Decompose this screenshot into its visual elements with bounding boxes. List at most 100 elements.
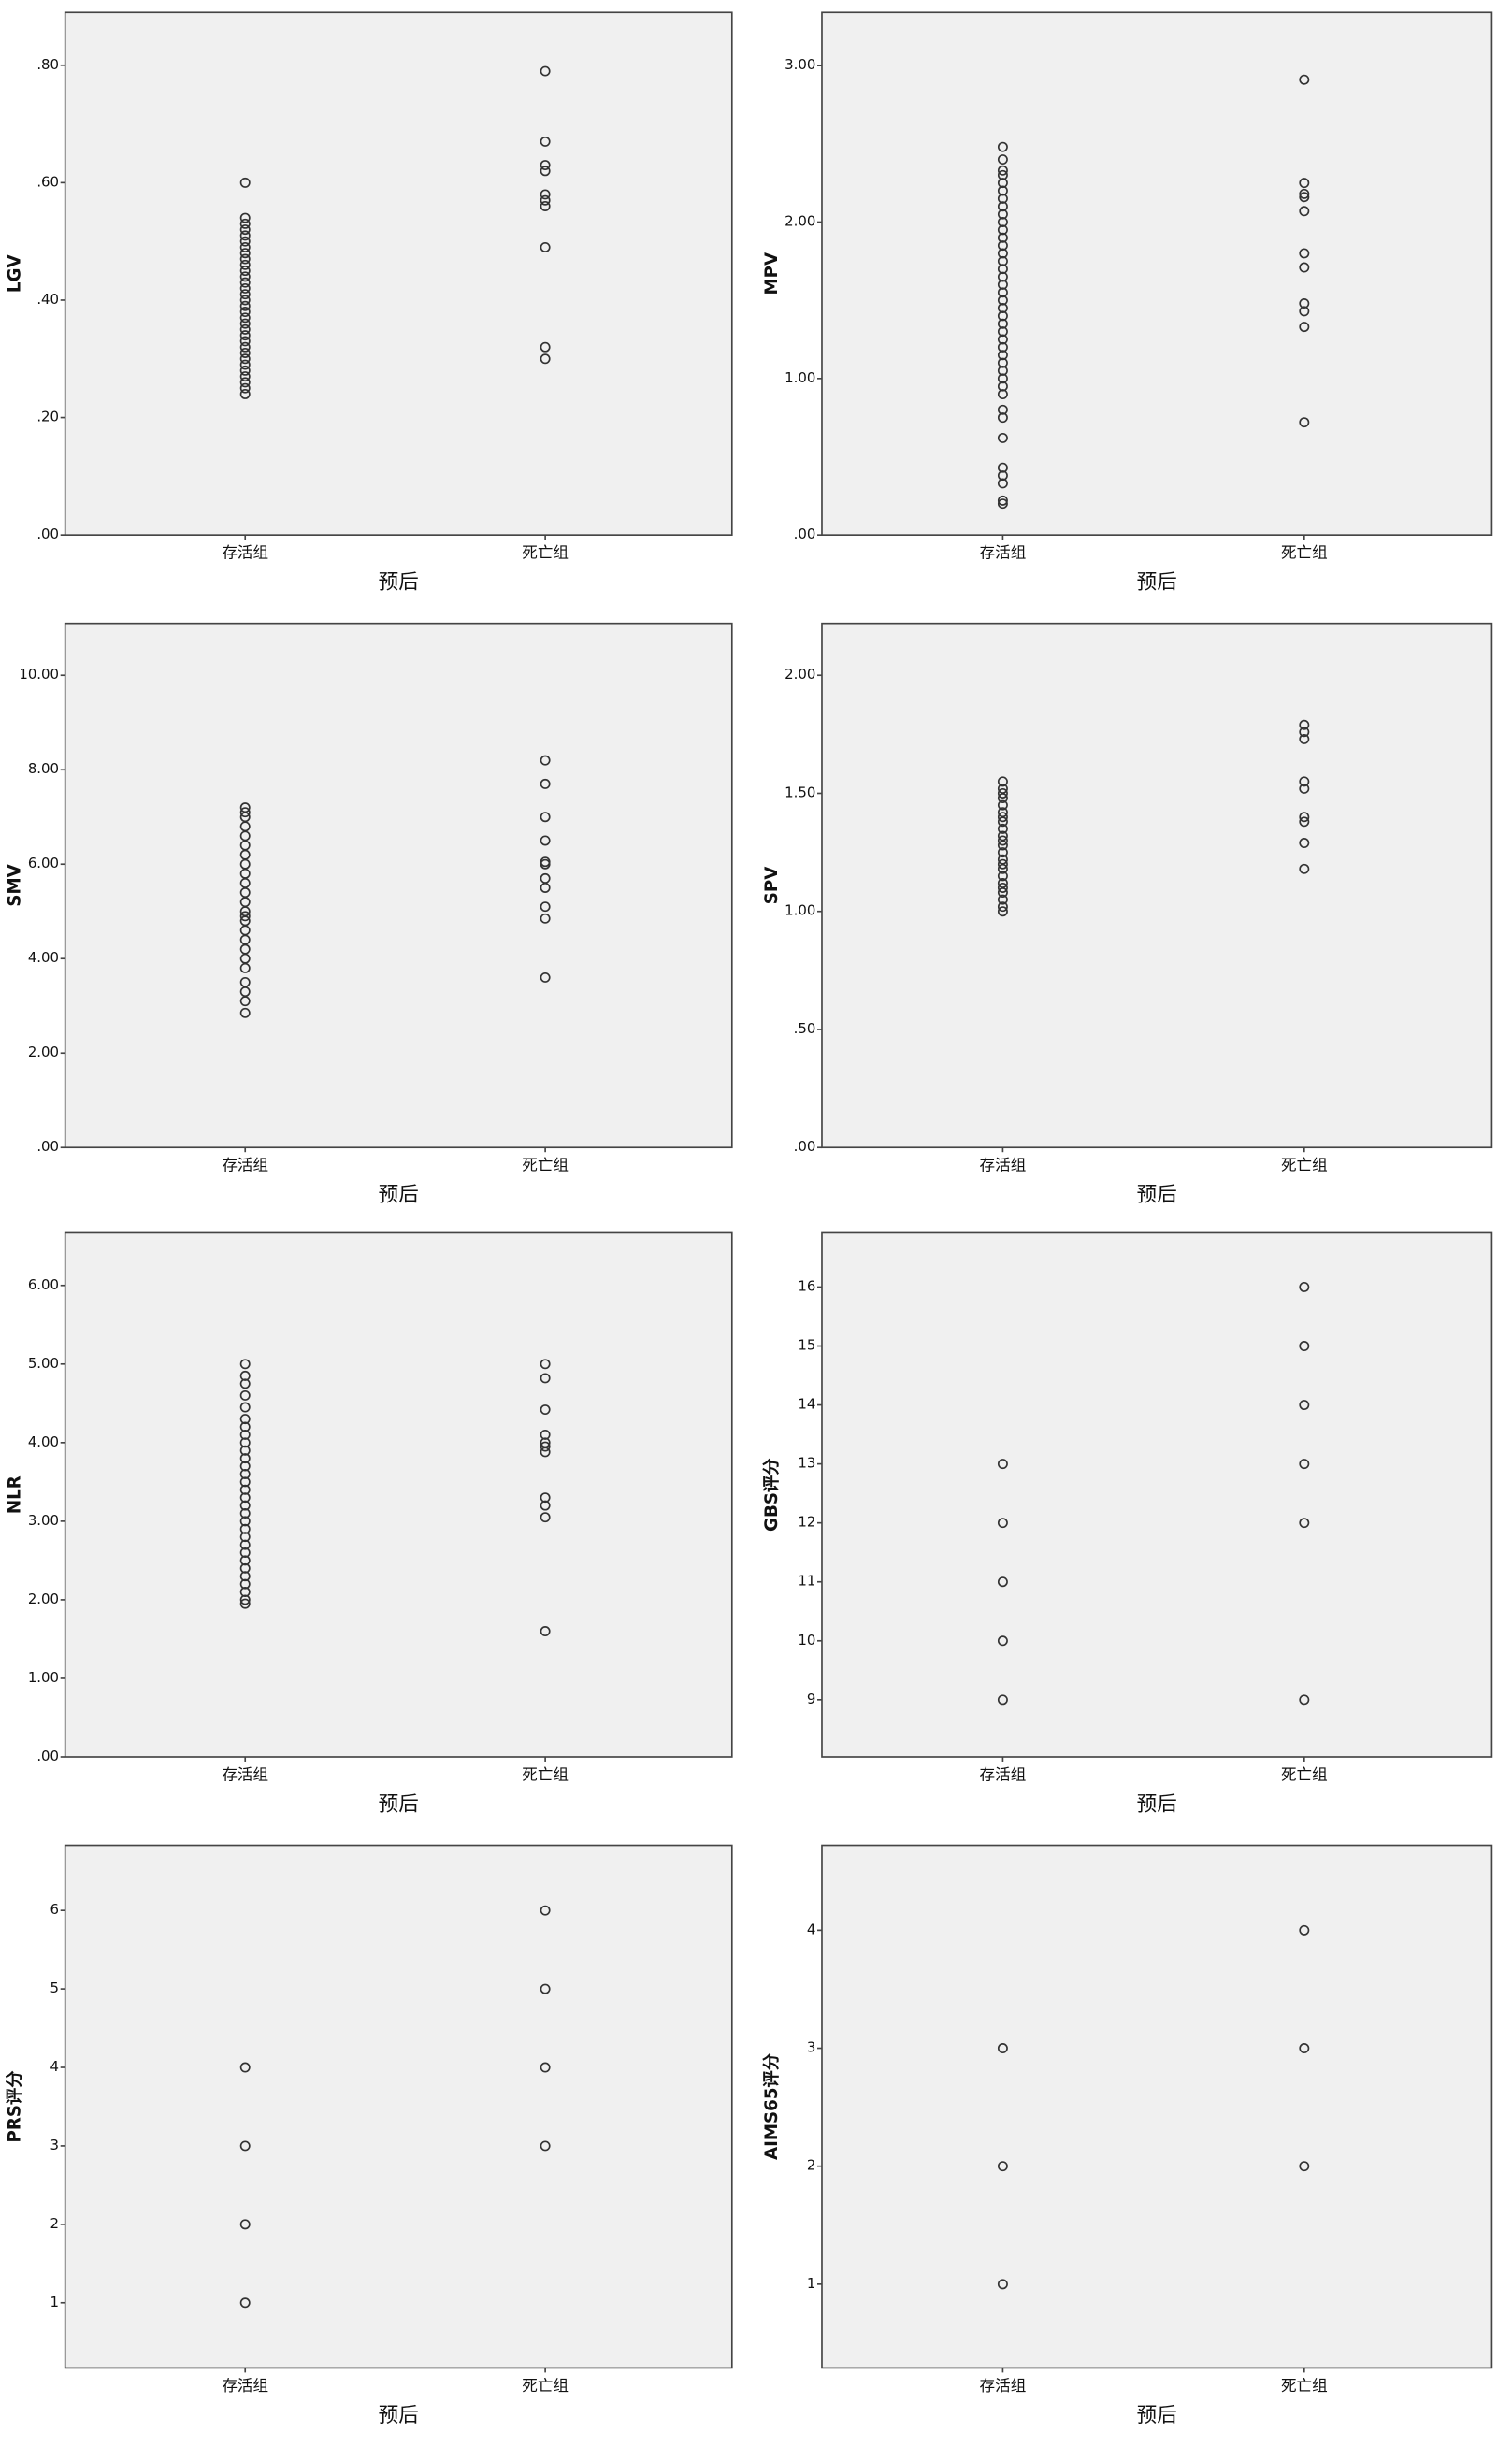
- point: [540, 835, 551, 846]
- y-tick-label: .20: [36, 409, 59, 425]
- y-tick-label: .40: [36, 291, 59, 308]
- point: [540, 353, 551, 365]
- point: [239, 341, 251, 353]
- x-axis-label: 预后: [379, 1184, 419, 1207]
- y-tick-label: 5: [50, 1979, 59, 1996]
- plot-area: [821, 622, 1493, 1149]
- point: [997, 840, 1008, 851]
- y-tick-label: 3: [50, 2137, 59, 2153]
- point: [997, 812, 1008, 823]
- point: [540, 1492, 551, 1504]
- point: [239, 300, 251, 311]
- point: [997, 373, 1008, 384]
- point: [540, 883, 551, 893]
- x-tick-label: 存活组: [222, 1765, 268, 1783]
- point: [1299, 1341, 1310, 1351]
- y-tick-label: 6: [50, 1901, 59, 1918]
- x-axis-label: 预后: [1137, 571, 1177, 595]
- point: [239, 1453, 251, 1464]
- point: [239, 312, 251, 324]
- point: [239, 1500, 251, 1511]
- point: [1299, 863, 1310, 874]
- point: [1299, 178, 1310, 189]
- point: [239, 962, 251, 973]
- point: [540, 1983, 551, 1994]
- point: [239, 371, 251, 382]
- point: [239, 1492, 251, 1504]
- y-tick-label: .80: [36, 56, 59, 73]
- point: [239, 382, 251, 394]
- point: [997, 224, 1008, 236]
- point: [239, 1594, 251, 1605]
- point: [239, 807, 251, 818]
- point: [540, 812, 551, 823]
- point: [997, 165, 1008, 176]
- y-tick-label: .00: [36, 525, 59, 542]
- y-tick-label: 8.00: [28, 760, 59, 777]
- point: [997, 835, 1008, 846]
- point: [997, 495, 1008, 506]
- y-tick-label: 1.50: [785, 784, 815, 800]
- point: [1299, 192, 1310, 203]
- point: [239, 177, 251, 188]
- point: [540, 1441, 551, 1452]
- point: [997, 303, 1008, 313]
- point: [239, 230, 251, 241]
- point: [1299, 1281, 1310, 1292]
- point: [997, 141, 1008, 152]
- point: [997, 901, 1008, 913]
- point: [239, 1445, 251, 1456]
- point: [997, 178, 1008, 189]
- point: [997, 470, 1008, 482]
- point: [997, 201, 1008, 212]
- point: [997, 823, 1008, 834]
- point: [1299, 188, 1310, 199]
- point: [997, 863, 1008, 874]
- y-tick-label: 15: [798, 1337, 815, 1354]
- y-tick-label: 4: [50, 2058, 59, 2075]
- y-tick-label: 10.00: [19, 666, 59, 683]
- y-tick-label: 2.00: [28, 1591, 59, 1607]
- point: [239, 996, 251, 1007]
- point: [540, 1500, 551, 1511]
- point: [239, 1421, 251, 1432]
- point: [239, 241, 251, 252]
- point: [997, 389, 1008, 400]
- point: [1299, 248, 1310, 259]
- y-tick-label: .00: [36, 1138, 59, 1155]
- point: [997, 887, 1008, 899]
- point: [239, 336, 251, 347]
- point: [997, 1694, 1008, 1706]
- x-axis-label: 预后: [1137, 2404, 1177, 2427]
- y-axis-label: GBS评分: [762, 1458, 782, 1532]
- point: [997, 240, 1008, 252]
- point: [1299, 1459, 1310, 1470]
- x-axis-label: 预后: [1137, 1184, 1177, 1207]
- point: [540, 1373, 551, 1384]
- point: [239, 1370, 251, 1381]
- y-tick-label: 3.00: [785, 56, 815, 73]
- y-tick-label: .00: [794, 525, 816, 542]
- point: [239, 259, 251, 270]
- point: [540, 241, 551, 252]
- point: [540, 160, 551, 171]
- y-tick-label: 1.00: [785, 902, 815, 919]
- point: [239, 1007, 251, 1018]
- point: [997, 271, 1008, 282]
- plot-area: [821, 1231, 1493, 1758]
- point: [1299, 783, 1310, 794]
- point: [997, 350, 1008, 361]
- point: [1299, 1518, 1310, 1529]
- point: [1299, 298, 1310, 309]
- point: [997, 357, 1008, 368]
- point: [540, 1447, 551, 1458]
- y-axis-label: NLR: [6, 1475, 25, 1514]
- point: [239, 388, 251, 399]
- y-tick-label: 3.00: [28, 1512, 59, 1529]
- y-tick-label: 2.00: [785, 666, 815, 683]
- point: [239, 277, 251, 288]
- point: [997, 334, 1008, 345]
- y-tick-label: 2: [807, 2157, 815, 2174]
- y-tick-label: 1: [807, 2275, 815, 2292]
